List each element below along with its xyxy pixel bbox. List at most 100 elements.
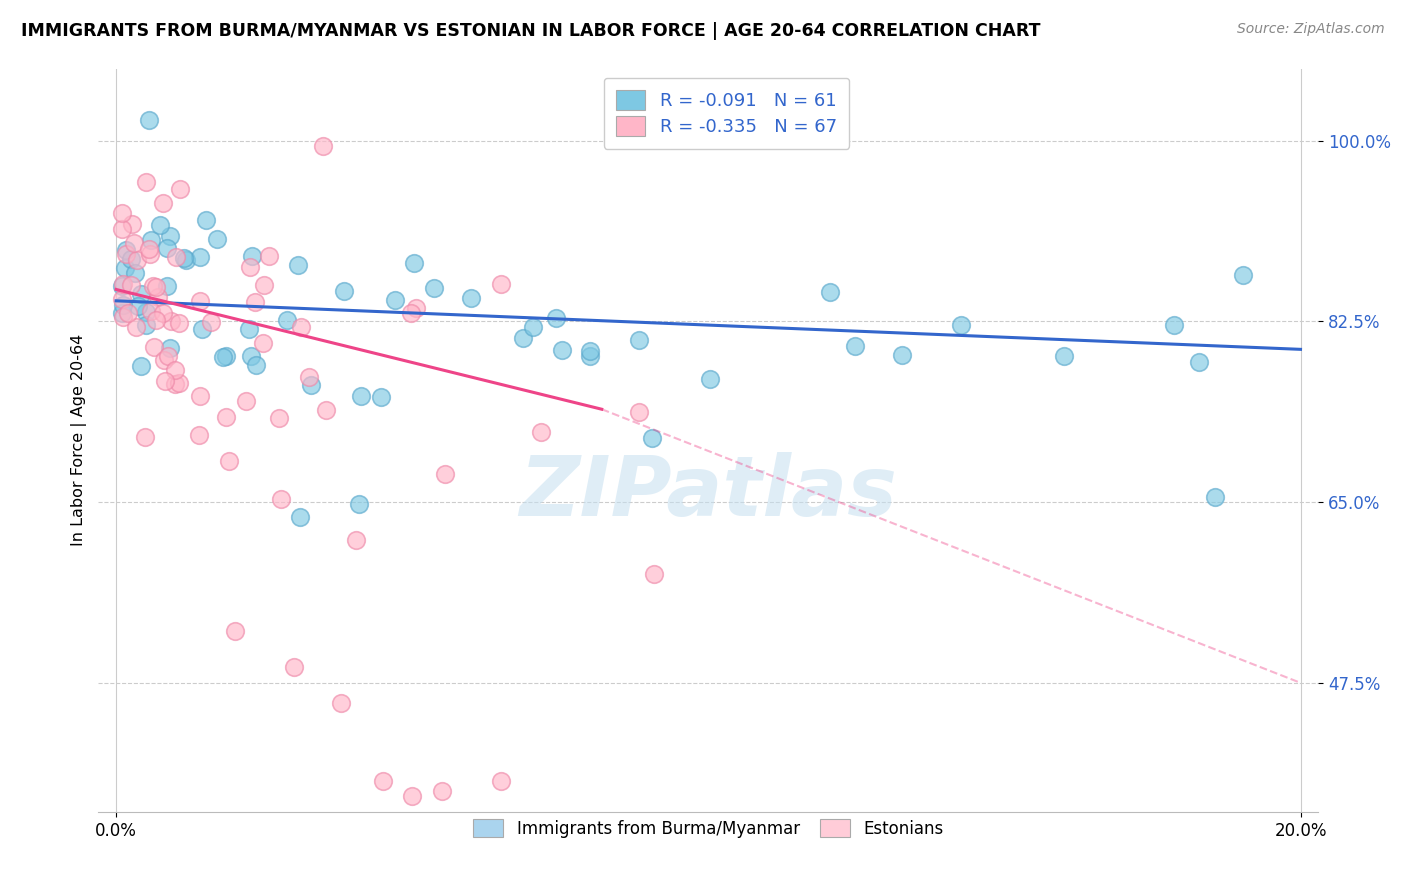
Point xyxy=(122,236,145,251)
Point xyxy=(384,293,406,307)
Point xyxy=(135,305,157,319)
Point xyxy=(112,297,135,311)
Point xyxy=(350,389,373,403)
Point xyxy=(950,318,973,333)
Point xyxy=(312,139,335,153)
Point xyxy=(129,359,152,373)
Point xyxy=(127,299,149,313)
Point xyxy=(142,340,165,354)
Point xyxy=(191,321,214,335)
Point xyxy=(579,343,602,358)
Point xyxy=(628,404,651,418)
Point xyxy=(298,370,321,384)
Point xyxy=(288,509,311,524)
Point xyxy=(174,252,197,267)
Point xyxy=(159,341,181,355)
Point xyxy=(165,250,187,264)
Point xyxy=(270,491,292,506)
Point xyxy=(240,249,263,263)
Point xyxy=(235,394,257,409)
Point xyxy=(111,222,134,236)
Point xyxy=(402,255,425,269)
Point xyxy=(276,313,298,327)
Point xyxy=(112,277,135,292)
Point xyxy=(163,377,186,392)
Point xyxy=(125,319,148,334)
Point xyxy=(1188,354,1211,368)
Point xyxy=(330,697,353,711)
Point xyxy=(344,533,367,547)
Point xyxy=(188,294,211,309)
Point xyxy=(370,390,392,404)
Point xyxy=(188,250,211,264)
Point xyxy=(315,403,337,417)
Point xyxy=(489,773,512,788)
Point xyxy=(1163,318,1185,332)
Point xyxy=(489,277,512,292)
Point xyxy=(423,281,446,295)
Point xyxy=(287,259,309,273)
Point xyxy=(218,453,240,467)
Point xyxy=(169,182,191,196)
Point xyxy=(283,660,305,674)
Point xyxy=(149,218,172,232)
Point xyxy=(238,322,260,336)
Point xyxy=(156,279,179,293)
Point xyxy=(138,113,160,128)
Point xyxy=(405,301,427,315)
Point xyxy=(114,261,136,276)
Legend: Immigrants from Burma/Myanmar, Estonians: Immigrants from Burma/Myanmar, Estonians xyxy=(467,813,950,845)
Point xyxy=(141,233,163,247)
Point xyxy=(820,285,842,299)
Point xyxy=(112,310,135,324)
Point xyxy=(148,290,170,304)
Point xyxy=(157,349,180,363)
Point xyxy=(117,306,139,320)
Point xyxy=(141,303,163,318)
Point xyxy=(253,278,276,293)
Point xyxy=(460,291,482,305)
Point xyxy=(120,252,142,267)
Point xyxy=(546,310,568,325)
Y-axis label: In Labor Force | Age 20-64: In Labor Force | Age 20-64 xyxy=(72,334,87,546)
Point xyxy=(522,320,544,334)
Point xyxy=(163,363,186,377)
Point xyxy=(139,247,162,261)
Point xyxy=(347,497,370,511)
Point xyxy=(120,277,142,292)
Point xyxy=(433,467,456,481)
Point xyxy=(200,315,222,329)
Point xyxy=(551,343,574,357)
Point xyxy=(257,249,280,263)
Point xyxy=(269,411,291,425)
Point xyxy=(167,376,190,391)
Text: ZIPatlas: ZIPatlas xyxy=(519,451,897,533)
Point xyxy=(430,784,453,798)
Point xyxy=(195,212,218,227)
Point xyxy=(239,260,262,274)
Point xyxy=(167,316,190,330)
Point xyxy=(190,389,212,403)
Point xyxy=(152,306,174,320)
Point xyxy=(890,349,912,363)
Point xyxy=(252,336,274,351)
Point xyxy=(115,247,138,261)
Point xyxy=(530,425,553,439)
Point xyxy=(212,351,235,365)
Point xyxy=(224,624,246,639)
Point xyxy=(115,243,138,257)
Point xyxy=(159,229,181,244)
Point xyxy=(401,789,423,804)
Point xyxy=(399,306,422,320)
Point xyxy=(699,372,721,386)
Point xyxy=(111,279,134,293)
Point xyxy=(142,279,165,293)
Point xyxy=(173,252,195,266)
Point xyxy=(111,206,134,220)
Point xyxy=(134,430,156,444)
Point xyxy=(156,241,179,255)
Point xyxy=(245,359,267,373)
Point xyxy=(188,428,211,442)
Point xyxy=(153,353,176,368)
Point xyxy=(152,195,174,210)
